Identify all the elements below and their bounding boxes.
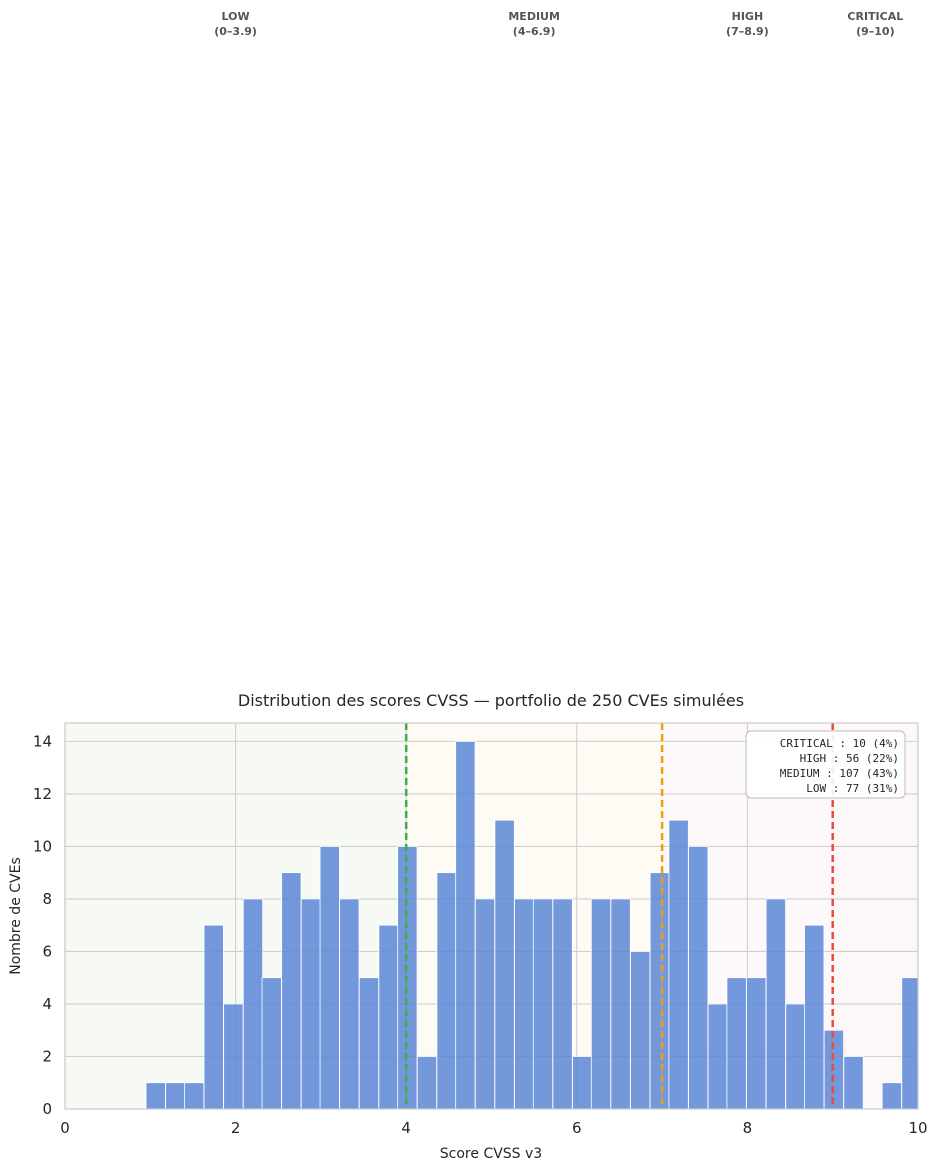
histogram-bar xyxy=(688,846,709,1110)
band-range-medium: (4–6.9) xyxy=(513,25,556,38)
chart-title: Distribution des scores CVSS — portfolio… xyxy=(238,691,744,710)
histogram-bar xyxy=(145,1082,166,1110)
histogram-bar xyxy=(804,924,825,1110)
band-range-high: (7–8.9) xyxy=(726,25,769,38)
histogram-bar xyxy=(281,872,302,1110)
histogram-bar xyxy=(165,1082,186,1110)
histogram-bar xyxy=(746,977,767,1110)
histogram-bar xyxy=(668,819,689,1110)
x-tick-label: 2 xyxy=(231,1119,241,1137)
histogram-bar xyxy=(416,1056,438,1110)
y-tick-label: 14 xyxy=(33,732,52,750)
histogram-bar xyxy=(726,977,747,1110)
histogram-bar xyxy=(901,977,919,1110)
histogram-bar xyxy=(572,1056,593,1110)
plot-frame xyxy=(64,722,919,1110)
y-tick-label: 2 xyxy=(42,1047,52,1065)
y-tick-label: 0 xyxy=(42,1100,52,1118)
histogram-bar xyxy=(300,898,322,1110)
summary-line: HIGH : 56 (22%) xyxy=(800,752,899,765)
histogram-bar xyxy=(339,898,360,1110)
band-range-critical: (9–10) xyxy=(856,25,895,38)
x-axis-label: Score CVSS v3 xyxy=(440,1146,542,1162)
band-label-high: HIGH xyxy=(732,10,764,23)
histogram-bar xyxy=(358,977,380,1110)
x-tick-label: 4 xyxy=(401,1119,411,1137)
histogram-bar xyxy=(203,924,224,1110)
severity-band-labels: LOW (0–3.9) MEDIUM (4–6.9) HIGH (7–8.9) CRITIC… xyxy=(214,10,903,38)
histogram-bar xyxy=(630,951,651,1110)
y-tick-label: 6 xyxy=(42,942,52,960)
y-tick-label: 12 xyxy=(33,785,52,803)
histogram-bar xyxy=(881,1082,902,1110)
severity-summary-box: CRITICAL : 10 (4%) HIGH : 56 (22%) MEDIUM … xyxy=(745,730,906,799)
histogram-bar xyxy=(610,898,631,1110)
histogram-bar xyxy=(494,819,515,1110)
histogram-bar xyxy=(532,898,554,1110)
y-axis-label: Nombre de CVEs xyxy=(8,857,24,975)
y-tick-label: 4 xyxy=(42,995,52,1013)
histogram-bar xyxy=(843,1056,864,1110)
histogram-bar xyxy=(242,898,264,1110)
histogram-bar xyxy=(223,1003,244,1110)
severity-thresholds xyxy=(404,723,834,1109)
histogram-bar xyxy=(319,846,340,1110)
histogram-bar xyxy=(455,740,476,1110)
histogram-bar xyxy=(184,1082,205,1110)
histogram-bar xyxy=(378,924,399,1110)
summary-line: CRITICAL : 10 (4%) xyxy=(780,737,899,750)
histogram-bar xyxy=(514,898,535,1110)
y-tick-label: 10 xyxy=(33,837,52,855)
histogram-bar xyxy=(474,898,496,1110)
band-range-low: (0–3.9) xyxy=(214,25,257,38)
x-tick-label: 10 xyxy=(908,1119,927,1137)
histogram-bar xyxy=(785,1003,806,1110)
band-label-critical: CRITICAL xyxy=(847,10,903,23)
summary-line: MEDIUM : 107 (43%) xyxy=(780,767,899,780)
histogram-bar xyxy=(552,898,573,1110)
y-tick-label: 8 xyxy=(42,890,52,908)
summary-line: LOW : 77 (31%) xyxy=(806,782,899,795)
histogram-bar xyxy=(707,1003,728,1110)
x-axis-ticks: 0 2 4 6 8 10 xyxy=(60,1119,927,1137)
histogram-bar xyxy=(590,898,612,1110)
histogram-bar xyxy=(436,872,457,1110)
band-label-medium: MEDIUM xyxy=(508,10,560,23)
summary-background xyxy=(745,730,906,799)
histogram-bars xyxy=(145,740,919,1110)
histogram-bar xyxy=(649,872,670,1110)
x-tick-label: 6 xyxy=(572,1119,582,1137)
histogram-bar xyxy=(261,977,282,1110)
histogram-bar xyxy=(765,898,786,1110)
band-label-low: LOW xyxy=(222,10,250,23)
x-tick-label: 8 xyxy=(743,1119,753,1137)
x-tick-label: 0 xyxy=(60,1119,70,1137)
y-axis-ticks: 0 2 4 6 8 10 12 14 xyxy=(33,732,52,1118)
